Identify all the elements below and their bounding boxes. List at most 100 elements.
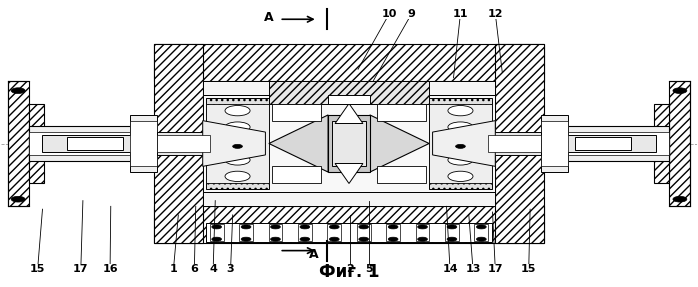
- Circle shape: [448, 122, 473, 132]
- Bar: [206, 223, 492, 242]
- Bar: [496, 44, 544, 243]
- Circle shape: [211, 237, 221, 241]
- Circle shape: [329, 225, 339, 229]
- Bar: [43, 135, 133, 152]
- Circle shape: [359, 237, 369, 241]
- Bar: [429, 104, 492, 183]
- Text: 15: 15: [521, 264, 537, 274]
- Bar: [489, 132, 540, 155]
- Polygon shape: [433, 121, 496, 166]
- Circle shape: [477, 225, 487, 229]
- Circle shape: [232, 144, 242, 148]
- Bar: [29, 126, 144, 161]
- Bar: [158, 132, 209, 155]
- Bar: [554, 132, 669, 155]
- Circle shape: [388, 237, 398, 241]
- Bar: [29, 132, 144, 155]
- Bar: [154, 44, 544, 81]
- Bar: [158, 135, 209, 152]
- Text: 15: 15: [30, 264, 45, 274]
- Bar: [554, 126, 669, 161]
- Bar: [669, 81, 690, 206]
- Text: 17: 17: [487, 264, 503, 274]
- Polygon shape: [370, 115, 429, 172]
- Circle shape: [359, 225, 369, 229]
- Circle shape: [242, 237, 251, 241]
- Bar: [272, 104, 321, 121]
- Circle shape: [448, 171, 473, 181]
- Text: 9: 9: [408, 9, 415, 19]
- Circle shape: [271, 237, 281, 241]
- Bar: [328, 95, 370, 104]
- Circle shape: [300, 225, 310, 229]
- Bar: [475, 224, 489, 241]
- Bar: [386, 224, 400, 241]
- Circle shape: [673, 196, 687, 202]
- Text: А: А: [264, 11, 274, 24]
- Polygon shape: [335, 164, 363, 183]
- Polygon shape: [269, 115, 328, 172]
- Bar: [540, 115, 568, 172]
- Circle shape: [447, 225, 456, 229]
- Circle shape: [673, 88, 687, 94]
- Circle shape: [225, 122, 250, 132]
- Bar: [154, 206, 544, 243]
- Bar: [206, 104, 269, 183]
- Bar: [445, 224, 459, 241]
- Text: Фиг. 1: Фиг. 1: [319, 263, 379, 281]
- Text: 16: 16: [102, 264, 118, 274]
- Text: 3: 3: [227, 264, 235, 274]
- Bar: [130, 115, 158, 172]
- Circle shape: [211, 225, 221, 229]
- Text: 6: 6: [191, 264, 198, 274]
- Bar: [489, 135, 540, 152]
- Bar: [239, 224, 253, 241]
- Bar: [575, 137, 631, 150]
- Bar: [29, 104, 44, 183]
- Circle shape: [225, 106, 250, 116]
- Text: 2: 2: [346, 264, 355, 274]
- Bar: [202, 95, 496, 192]
- Bar: [327, 224, 341, 241]
- Text: 17: 17: [73, 264, 89, 274]
- Bar: [332, 121, 366, 166]
- Bar: [298, 224, 312, 241]
- Text: 4: 4: [209, 264, 217, 274]
- Circle shape: [11, 88, 25, 94]
- Bar: [130, 121, 158, 166]
- Bar: [357, 224, 371, 241]
- Bar: [429, 98, 492, 189]
- Circle shape: [329, 237, 339, 241]
- Bar: [540, 121, 568, 166]
- Bar: [377, 104, 426, 121]
- Circle shape: [11, 196, 25, 202]
- Circle shape: [242, 225, 251, 229]
- Bar: [565, 135, 655, 152]
- Circle shape: [447, 237, 456, 241]
- Circle shape: [417, 237, 427, 241]
- Bar: [202, 81, 496, 95]
- Circle shape: [271, 225, 281, 229]
- Bar: [202, 192, 496, 206]
- Bar: [328, 115, 370, 172]
- Text: 10: 10: [382, 9, 397, 19]
- Circle shape: [456, 144, 466, 148]
- Text: 14: 14: [443, 264, 458, 274]
- Bar: [269, 224, 283, 241]
- Circle shape: [344, 144, 354, 148]
- Text: 1: 1: [170, 264, 177, 274]
- Bar: [8, 81, 29, 206]
- Bar: [206, 98, 269, 189]
- Bar: [654, 104, 669, 183]
- Bar: [272, 166, 321, 183]
- Text: А: А: [309, 248, 319, 261]
- Polygon shape: [335, 104, 363, 123]
- Text: 13: 13: [466, 264, 481, 274]
- Bar: [377, 166, 426, 183]
- Bar: [209, 224, 223, 241]
- Circle shape: [225, 171, 250, 181]
- Circle shape: [300, 237, 310, 241]
- Bar: [154, 44, 202, 243]
- Circle shape: [477, 237, 487, 241]
- Circle shape: [448, 138, 473, 149]
